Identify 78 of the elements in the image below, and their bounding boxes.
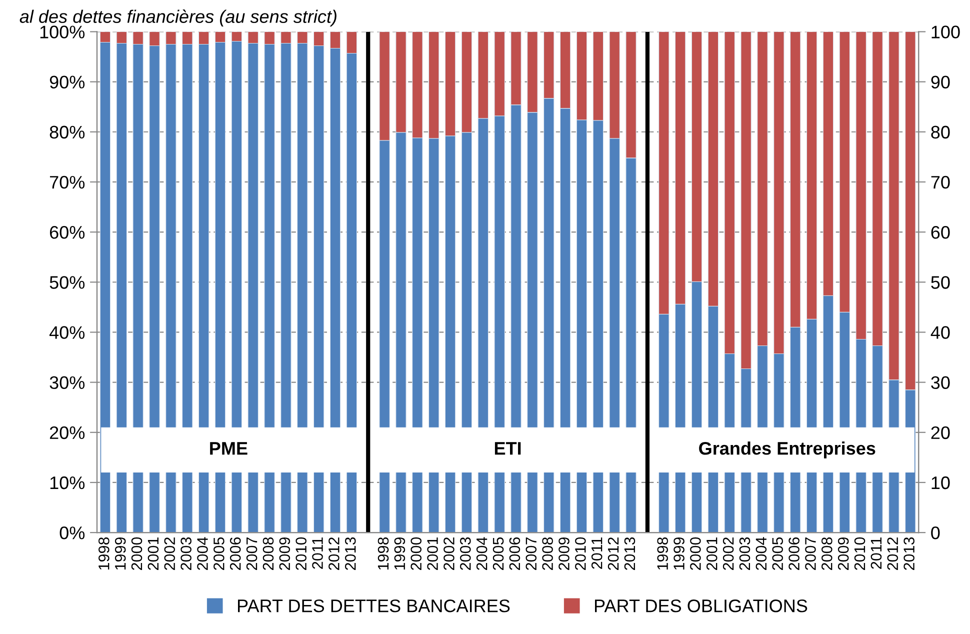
y2-tick-label: 70 [931,176,950,189]
y2-tick-label: 30 [931,376,950,390]
x-tick-label: 2013 [344,537,356,570]
x-tick-label: 2009 [279,537,290,570]
y2-tick-label: 20 [931,426,950,440]
y-tick-label: 80% [50,126,85,139]
x-tick-label: 2013 [904,537,914,570]
annotation: PME [210,442,248,455]
y-tick-label: 90% [50,76,85,89]
annotation: Grandes Entreprises [699,442,876,458]
x-tick-label: 2006 [788,537,800,570]
y-tick-label: 60% [50,226,85,239]
y-tick-label: 10% [50,476,85,490]
y2-tick-label: 60 [931,226,950,239]
x-tick-label: 2011 [591,537,602,569]
x-tick-label: 2008 [542,537,553,570]
y2-tick-label: 50 [931,276,950,289]
y-tick-label: 0% [60,526,85,540]
x-tick-label: 2007 [526,537,537,570]
y2-tick-label: 40 [930,326,950,339]
bar [366,32,370,533]
x-tick-label: 2002 [444,537,454,570]
x-tick-label: 2002 [722,537,734,570]
legend-label: PART DES OBLIGATIONS [595,599,808,612]
x-tick-label: 2010 [575,537,586,570]
y2-tick-label: 80 [931,126,950,139]
x-tick-label: 2006 [509,537,520,570]
x-tick-label: 2000 [131,537,142,570]
x-tick-label: 2010 [296,537,306,570]
y2-tick-label: 100 [932,26,960,38]
annotation: ETI [494,442,521,455]
x-tick-label: 2002 [164,537,176,570]
x-tick-label: 2006 [230,537,241,570]
x-tick-label: 2003 [180,537,192,570]
x-tick-label: 2001 [706,537,718,570]
x-tick-label: 2004 [756,537,767,570]
x-tick-label: 2008 [822,537,832,570]
x-tick-label: 2007 [246,537,258,570]
chart-title: al des dettes financières (au sens strict) [20,10,336,27]
x-tick-label: 2004 [197,537,208,570]
x-tick-label: 1998 [378,537,389,570]
x-tick-label: 2003 [739,537,750,570]
y2-tick-label: 10 [932,476,950,490]
y-tick-label: 40% [49,326,85,339]
x-tick-label: 2000 [410,537,422,570]
x-tick-label: 2000 [690,537,701,570]
x-tick-label: 2012 [887,537,898,570]
x-tick-label: 2004 [476,537,488,570]
bar [645,32,650,533]
x-tick-label: 2005 [214,537,224,570]
x-tick-label: 2012 [608,537,619,570]
x-tick-label: 2007 [805,537,816,570]
y-tick-label: 20% [50,426,85,440]
x-tick-label: 2010 [854,537,866,570]
y2-tick-label: 0 [931,526,940,540]
x-tick-label: 2001 [148,537,159,570]
x-tick-label: 1999 [674,537,684,570]
y2-tick-label: 90 [931,76,950,89]
x-tick-label: 2013 [624,537,636,570]
x-tick-label: 2009 [838,537,849,570]
legend-label: PART DES DETTES BANCAIRES [238,599,510,612]
y-tick-label: 70% [50,176,85,189]
x-tick-label: 1999 [114,537,126,570]
x-tick-label: 1998 [657,537,668,570]
x-tick-label: 2003 [460,537,471,570]
x-tick-label: 2001 [427,537,438,570]
x-tick-label: 2011 [870,537,882,569]
y-tick-label: 100% [40,26,85,38]
x-tick-label: 2012 [328,537,340,570]
x-tick-label: 2008 [262,537,274,570]
x-tick-label: 2005 [772,537,784,570]
x-tick-label: 1998 [98,537,110,570]
y-tick-label: 30% [50,376,85,390]
x-tick-label: 2009 [558,537,570,570]
y-tick-label: 50% [50,276,85,289]
x-tick-label: 2005 [492,537,504,570]
x-tick-label: 2011 [312,537,323,569]
x-tick-label: 1999 [394,537,406,570]
